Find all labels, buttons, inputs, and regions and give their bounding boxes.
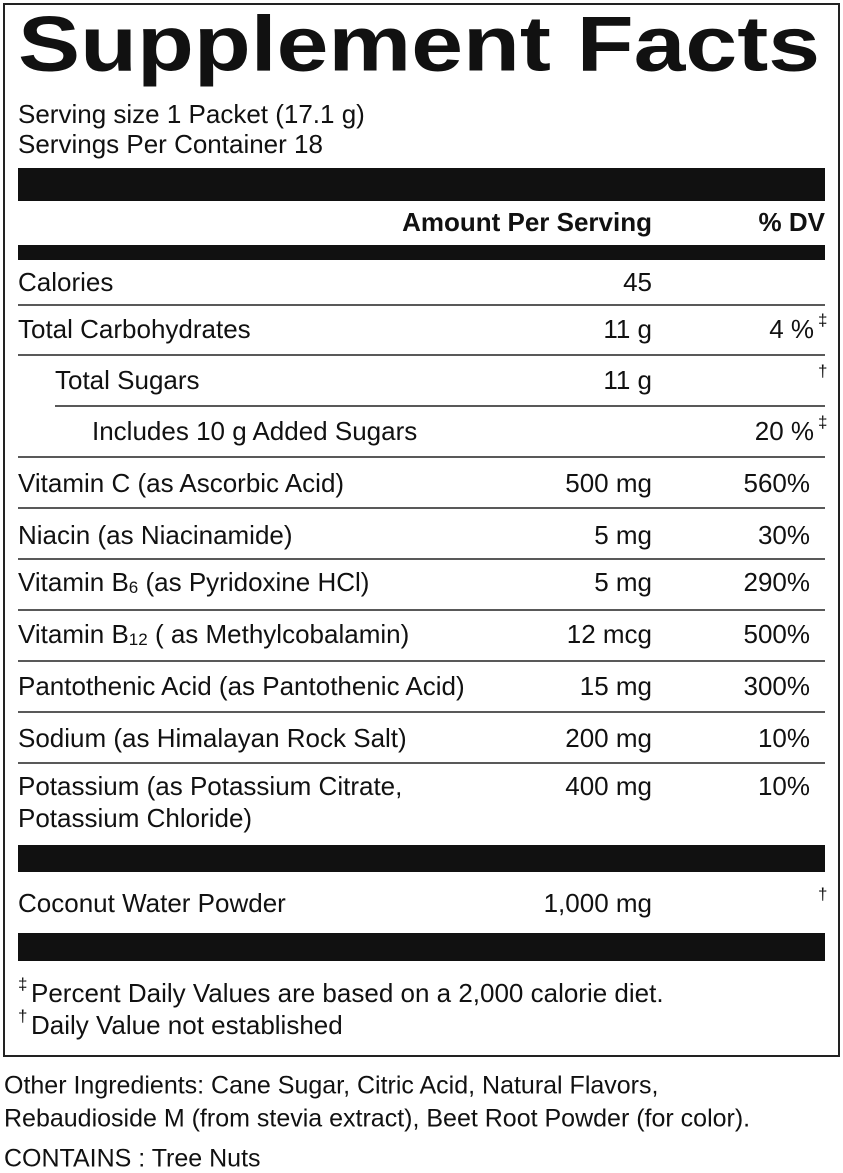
thick-bar — [18, 168, 825, 201]
amount-header: Amount Per Serving — [402, 207, 652, 237]
nutrient-name-text: Includes 10 g Added Sugars — [92, 416, 417, 446]
nutrient-name: Vitamin C (as Ascorbic Acid) — [18, 468, 344, 498]
nutrient-name-text: Total Sugars — [55, 365, 200, 395]
subscript: 6 — [129, 578, 138, 597]
thick-bar — [18, 245, 825, 260]
amount: 45 — [623, 267, 652, 297]
nutrient-name: Coconut Water Powder — [18, 888, 286, 918]
serving-size: Serving size 1 Packet (17.1 g) — [18, 99, 365, 129]
nutrient-name: Niacin (as Niacinamide) — [18, 520, 293, 550]
nutrient-name-text: Coconut Water Powder — [18, 888, 286, 918]
nutrient-name: Sodium (as Himalayan Rock Salt) — [18, 723, 407, 753]
nutrient-name: Total Sugars — [55, 365, 200, 395]
footnote-mark: ‡ — [18, 974, 27, 993]
nutrient-name-text: Pantothenic Acid (as Pantothenic Acid) — [18, 671, 465, 701]
nutrient-name-text: Calories — [18, 267, 113, 297]
footnote-mark: ‡ — [818, 412, 827, 431]
daily-value: 500% — [744, 619, 811, 649]
thick-bar — [18, 845, 825, 872]
daily-value: 10% — [758, 771, 810, 801]
amount: 1,000 mg — [544, 888, 652, 918]
daily-value: 20 % — [755, 416, 814, 446]
nutrient-name-text: Vitamin C (as Ascorbic Acid) — [18, 468, 344, 498]
amount: 400 mg — [565, 771, 652, 801]
amount: 11 g — [603, 365, 652, 395]
nutrient-name-line2: Potassium Chloride) — [18, 803, 252, 833]
daily-value: 4 % — [769, 314, 814, 344]
nutrient-name-text: Niacin (as Niacinamide) — [18, 520, 293, 550]
daily-value: 10% — [758, 723, 810, 753]
amount: 15 mg — [580, 671, 652, 701]
title: Supplement Facts — [18, 0, 820, 88]
nutrient-name: Potassium (as Potassium Citrate, — [18, 771, 402, 801]
subscript: 12 — [129, 630, 148, 649]
amount: 5 mg — [594, 567, 652, 597]
footnote-mark: ‡ — [818, 310, 827, 329]
other-ingredients: Other Ingredients: Cane Sugar, Citric Ac… — [4, 1072, 658, 1100]
footnote-mark: † — [818, 884, 827, 903]
amount: 11 g — [603, 314, 652, 344]
footnote-mark: † — [818, 361, 827, 380]
other-ingredients: Rebaudioside M (from stevia extract), Be… — [4, 1105, 750, 1133]
dv-header: % DV — [759, 207, 826, 237]
footnote-text: Percent Daily Values are based on a 2,00… — [31, 978, 664, 1008]
amount: 200 mg — [565, 723, 652, 753]
nutrient-name-text: Sodium (as Himalayan Rock Salt) — [18, 723, 407, 753]
daily-value: 30% — [758, 520, 810, 550]
footnote-text: Daily Value not established — [31, 1010, 343, 1040]
nutrient-name-text: Total Carbohydrates — [18, 314, 251, 344]
daily-value: 300% — [744, 671, 811, 701]
contains: CONTAINS : Tree Nuts — [4, 1145, 261, 1173]
amount: 5 mg — [594, 520, 652, 550]
amount: 12 mcg — [567, 619, 652, 649]
nutrient-name: Vitamin B12 ( as Methylcobalamin) — [18, 619, 409, 650]
nutrient-name: Calories — [18, 267, 113, 297]
nutrient-name-rest: (as Pyridoxine HCl) — [138, 567, 369, 597]
nutrient-name: Pantothenic Acid (as Pantothenic Acid) — [18, 671, 465, 701]
nutrient-name: Includes 10 g Added Sugars — [92, 416, 417, 446]
footnote-mark: † — [18, 1006, 27, 1025]
nutrient-name-text: Potassium (as Potassium Citrate, — [18, 771, 402, 801]
daily-value: 290% — [744, 567, 811, 597]
nutrient-name: Vitamin B6 (as Pyridoxine HCl) — [18, 567, 369, 598]
thick-bar — [18, 933, 825, 961]
nutrient-name-rest: ( as Methylcobalamin) — [148, 619, 410, 649]
servings-per-container: Servings Per Container 18 — [18, 129, 323, 159]
nutrient-name: Total Carbohydrates — [18, 314, 251, 344]
daily-value: 560% — [744, 468, 811, 498]
nutrient-name-text: Vitamin B — [18, 619, 129, 649]
label-border — [3, 3, 840, 1057]
nutrient-name-text: Vitamin B — [18, 567, 129, 597]
amount: 500 mg — [565, 468, 652, 498]
